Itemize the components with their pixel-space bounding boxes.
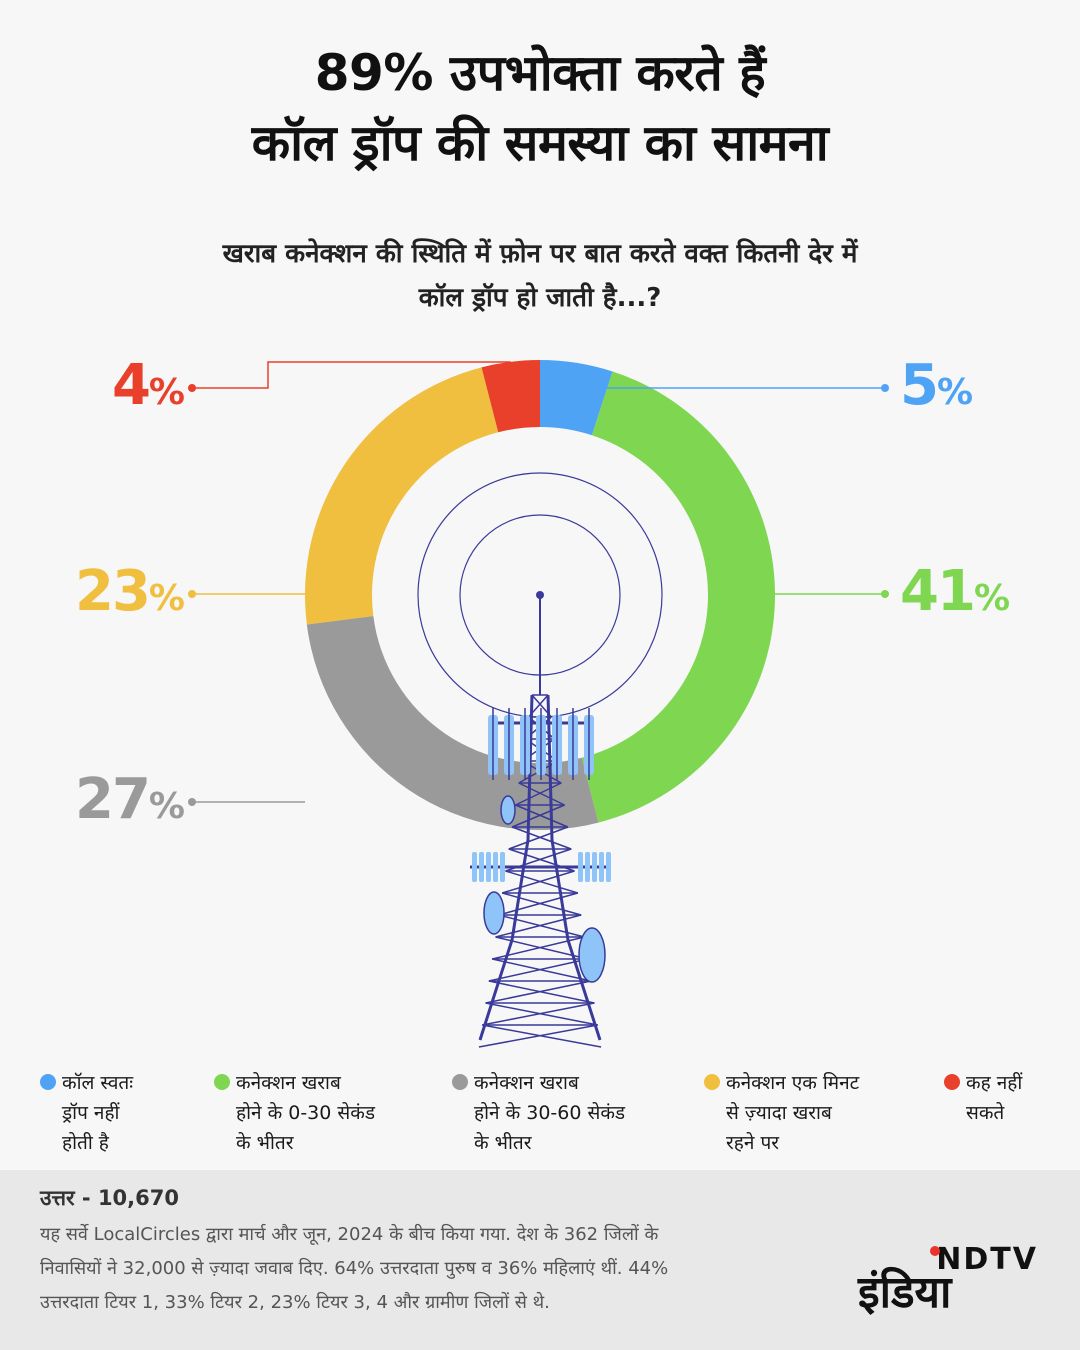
chart-question: खराब कनेक्शन की स्थिति में फ़ोन पर बात क…	[0, 232, 1080, 320]
leader-dot-0	[881, 384, 889, 392]
legend-item-0: कॉल स्वतः ड्रॉप नहीं होती है	[40, 1068, 133, 1158]
donut-slice-0	[540, 360, 613, 436]
subtitle-line-2: कॉल ड्रॉप हो जाती है...?	[418, 283, 662, 313]
legend-label: कनेक्शन खराब होने के 0-30 सेकंड के भीतर	[236, 1072, 375, 1154]
legend-item-3: कनेक्शन एक मिनट से ज़्यादा खराब रहने पर	[704, 1068, 859, 1158]
legend-swatch	[452, 1074, 468, 1090]
survey-note: यह सर्वे LocalCircles द्वारा मार्च और जू…	[40, 1218, 800, 1320]
ndtv-india-logo: NDTV इंडिया	[858, 1242, 1048, 1322]
leader-line-0	[576, 362, 885, 389]
title-line-2: कॉल ड्रॉप की समस्या का सामना	[251, 114, 829, 172]
legend-label: कनेक्शन एक मिनट से ज़्यादा खराब रहने पर	[726, 1072, 860, 1154]
percent-label-3: 23%	[74, 559, 185, 624]
leader-line-4	[192, 361, 512, 389]
label-leader-lines	[188, 361, 889, 806]
telecom-tower-icon	[417, 472, 663, 1048]
legend-swatch	[704, 1074, 720, 1090]
legend-item-2: कनेक्शन खराब होने के 30-60 सेकंड के भीतर	[452, 1068, 625, 1158]
legend-swatch	[214, 1074, 230, 1090]
percent-label-4: 4%	[111, 353, 185, 418]
legend-item-4: कह नहीं सकते	[944, 1068, 1022, 1128]
percent-label-1: 41%	[900, 559, 1011, 624]
leader-dot-2	[188, 798, 196, 806]
legend-label: कनेक्शन खराब होने के 30-60 सेकंड के भीतर	[474, 1072, 626, 1154]
survey-note-line-1: यह सर्वे LocalCircles द्वारा मार्च और जू…	[40, 1224, 659, 1245]
legend-swatch	[40, 1074, 56, 1090]
survey-note-line-2: निवासियों ने 32,000 से ज़्यादा जवाब दिए.…	[40, 1258, 669, 1279]
legend-label: कॉल स्वतः ड्रॉप नहीं होती है	[62, 1072, 134, 1154]
percent-label-0: 5%	[900, 353, 974, 418]
donut-chart	[188, 360, 889, 1048]
survey-note-line-3: उत्तरदाता टियर 1, 33% टियर 2, 23% टियर 3…	[40, 1292, 550, 1313]
subtitle-line-1: खराब कनेक्शन की स्थिति में फ़ोन पर बात क…	[222, 239, 858, 269]
percent-label-2: 27%	[74, 767, 185, 832]
logo-india-text: इंडिया	[858, 1267, 952, 1318]
title-line-1: 89% उपभोक्ता करते हैं	[314, 44, 766, 102]
donut-slice-1	[581, 371, 775, 823]
page-title: 89% उपभोक्ता करते हैं कॉल ड्रॉप की समस्य…	[0, 38, 1080, 178]
donut-slice-4	[481, 360, 540, 433]
footer-panel: उत्तर - 10,670 यह सर्वे LocalCircles द्व…	[0, 1170, 1080, 1350]
legend-swatch	[944, 1074, 960, 1090]
chart-slices	[305, 360, 775, 830]
leader-dot-4	[188, 384, 196, 392]
chart-legend: कॉल स्वतः ड्रॉप नहीं होती है कनेक्शन खराब…	[40, 1068, 1060, 1158]
leader-dot-1	[881, 590, 889, 598]
leader-dot-3	[188, 590, 196, 598]
donut-slice-3	[305, 367, 499, 625]
logo-ndtv-text: NDTV	[936, 1242, 1038, 1277]
legend-label: कह नहीं सकते	[966, 1072, 1023, 1124]
legend-item-1: कनेक्शन खराब होने के 0-30 सेकंड के भीतर	[214, 1068, 375, 1158]
respondent-count: उत्तर - 10,670	[40, 1186, 179, 1210]
logo-red-dot	[930, 1246, 940, 1256]
